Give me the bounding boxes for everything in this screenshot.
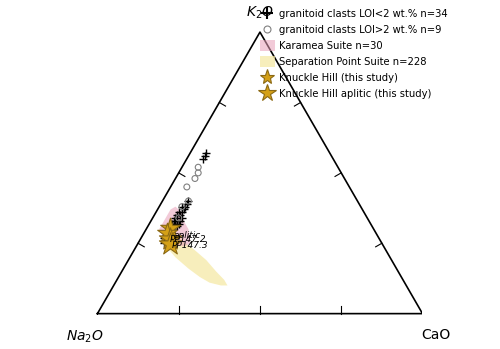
- Text: PP147.3: PP147.3: [172, 241, 208, 250]
- Point: [194, 170, 202, 176]
- Point: [164, 235, 172, 240]
- Point: [174, 215, 182, 221]
- Point: [166, 240, 174, 246]
- Text: $K_2O$: $K_2O$: [246, 4, 274, 21]
- Point: [176, 218, 184, 223]
- Point: [162, 232, 170, 238]
- Point: [168, 221, 176, 227]
- Point: [174, 221, 182, 227]
- Point: [194, 164, 202, 170]
- Point: [172, 215, 179, 221]
- Point: [160, 240, 168, 246]
- Text: CaO: CaO: [421, 328, 450, 342]
- Point: [173, 212, 181, 218]
- Point: [166, 229, 174, 235]
- Point: [172, 221, 179, 227]
- Point: [173, 224, 181, 229]
- Legend: granitoid clasts LOI<2 wt.% n=34, granitoid clasts LOI>2 wt.% n=9, Karamea Suite: granitoid clasts LOI<2 wt.% n=34, granit…: [256, 5, 452, 103]
- Point: [165, 227, 173, 232]
- Point: [160, 235, 168, 240]
- Point: [199, 156, 207, 162]
- Point: [170, 224, 178, 229]
- Point: [164, 235, 172, 240]
- Point: [181, 204, 189, 209]
- Point: [178, 209, 186, 215]
- Point: [162, 238, 170, 243]
- Text: aplitic: aplitic: [174, 231, 201, 240]
- Point: [202, 150, 210, 156]
- Point: [165, 232, 173, 238]
- Point: [183, 184, 191, 190]
- Point: [180, 207, 188, 212]
- Point: [176, 212, 184, 218]
- Polygon shape: [159, 207, 190, 246]
- Point: [200, 153, 208, 159]
- Polygon shape: [166, 235, 228, 285]
- Text: PP147.2: PP147.2: [170, 235, 206, 244]
- Text: $Na_2O$: $Na_2O$: [66, 328, 104, 345]
- Point: [168, 227, 176, 232]
- Point: [178, 204, 186, 209]
- Point: [170, 218, 178, 223]
- Point: [166, 241, 174, 247]
- Point: [174, 209, 182, 215]
- Point: [162, 231, 170, 236]
- Point: [178, 204, 186, 209]
- Point: [173, 218, 181, 223]
- Point: [183, 201, 191, 207]
- Point: [168, 227, 176, 232]
- Point: [164, 229, 172, 235]
- Point: [184, 198, 192, 204]
- Point: [178, 215, 186, 221]
- Point: [191, 176, 199, 181]
- Point: [166, 236, 174, 242]
- Point: [184, 198, 192, 204]
- Point: [166, 225, 174, 231]
- Point: [166, 224, 174, 229]
